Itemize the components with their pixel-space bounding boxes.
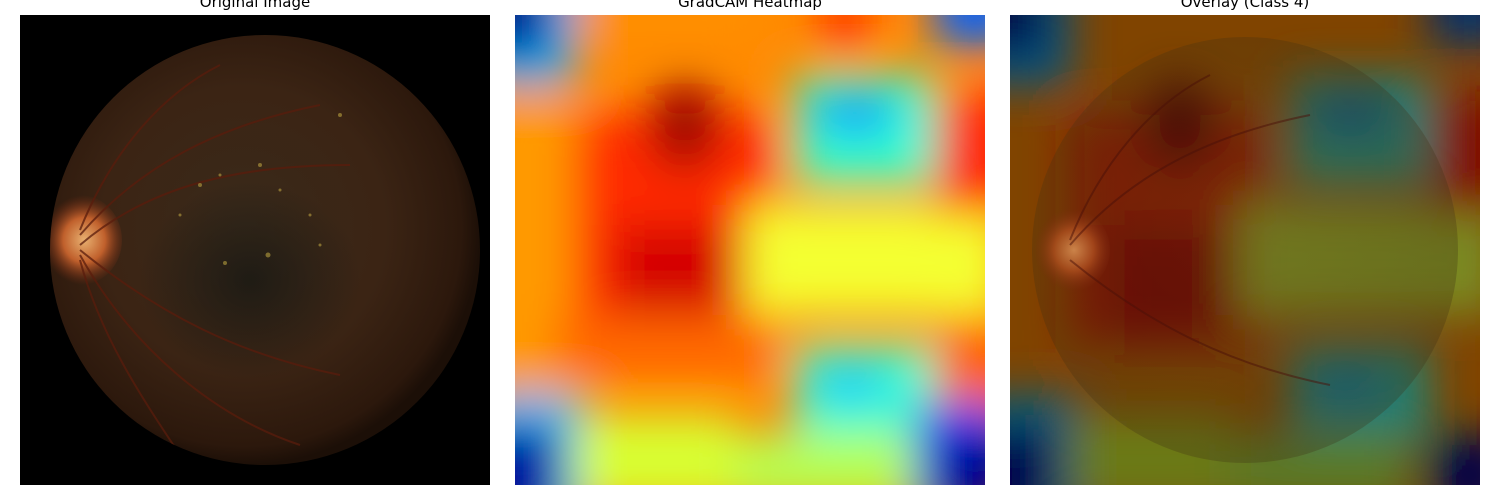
gradcam-heatmap-title: GradCAM Heatmap bbox=[678, 0, 822, 11]
overlay-image bbox=[1010, 15, 1480, 485]
original-fundus-image bbox=[20, 15, 490, 485]
overlay-title: Overlay (Class 4) bbox=[1180, 0, 1310, 11]
original-image-title: Original Image bbox=[199, 0, 311, 11]
gradcam-heatmap-image bbox=[515, 15, 985, 485]
